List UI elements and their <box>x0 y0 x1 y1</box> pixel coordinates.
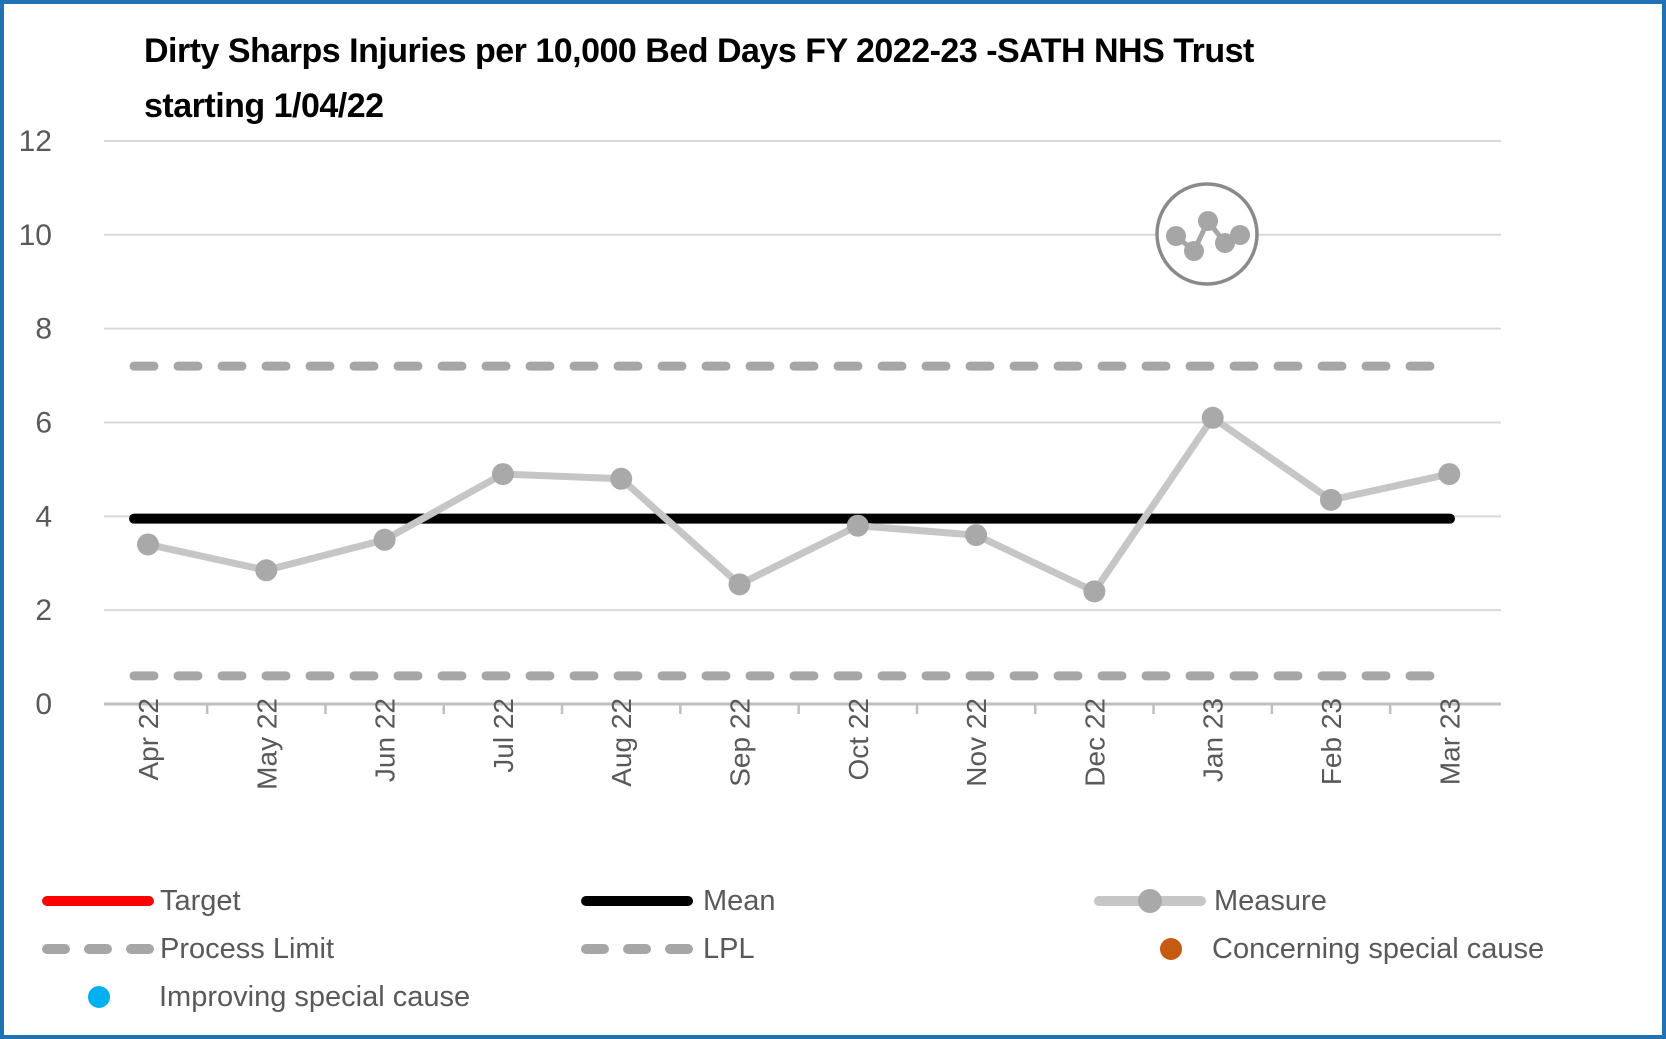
measure-point-Aug-22 <box>610 467 633 490</box>
measure-point-Mar-23 <box>1438 463 1461 486</box>
measure-line <box>144 414 1453 595</box>
x-tick-label-Sep-22: Sep 22 <box>725 698 756 787</box>
mean-line-swatch <box>581 896 693 906</box>
x-tick-label-Jan-23: Jan 23 <box>1198 698 1229 782</box>
variation-icon-dot <box>1230 225 1250 245</box>
y-tick-label-8: 8 <box>35 313 52 346</box>
y-tick-label-4: 4 <box>35 500 52 533</box>
legend-label-process-limit: Process Limit <box>160 933 335 965</box>
legend-item-concerning: Concerning special cause <box>1160 934 1544 964</box>
legend-label-lpl: LPL <box>703 933 755 965</box>
measure-point-Oct-22 <box>846 514 869 537</box>
y-tick-label-12: 12 <box>19 125 52 158</box>
chart-title-line-1: Dirty Sharps Injuries per 10,000 Bed Day… <box>144 32 1254 70</box>
legend-label-measure: Measure <box>1214 885 1327 917</box>
measure-point-Nov-22 <box>965 524 988 547</box>
legend-item-lpl: LPL <box>581 934 755 964</box>
measure-point-May-22 <box>255 559 278 582</box>
y-tick-label-0: 0 <box>35 688 52 721</box>
chart-title: Dirty Sharps Injuries per 10,000 Bed Day… <box>144 24 1474 134</box>
variation-icon-dot <box>1184 241 1204 261</box>
chart-title-line-2: starting 1/04/22 <box>144 87 384 125</box>
variation-icon-dot <box>1198 211 1218 231</box>
measure-point-Apr-22 <box>137 533 159 556</box>
legend-item-process-limit: Process Limit <box>42 934 334 964</box>
x-tick-label-May-22: May 22 <box>251 698 282 790</box>
x-tick-label-Dec-22: Dec 22 <box>1079 698 1110 787</box>
legend-label-improving: Improving special cause <box>159 981 471 1013</box>
measure-point-Jun-22 <box>373 528 396 551</box>
spc-chart-canvas: 0 2 4 6 8 10 12 Apr 22 May 22 Jun 22 Jul 22 Aug 22 S… <box>19 125 1501 790</box>
x-tick-label-Feb-23: Feb 23 <box>1316 698 1347 785</box>
variation-icon-dot <box>1166 226 1186 246</box>
measure-point-Sep-22 <box>728 573 751 596</box>
x-tick-label-Apr-22: Apr 22 <box>133 698 164 781</box>
legend-label-concerning: Concerning special cause <box>1212 933 1545 965</box>
improving-special-cause-dot-icon <box>88 986 110 1008</box>
legend-label-mean: Mean <box>703 885 776 917</box>
legend-item-measure: Measure <box>1094 886 1327 916</box>
measure-point-Jul-22 <box>491 463 514 486</box>
measure-point-Jan-23 <box>1201 406 1224 429</box>
y-tick-label-6: 6 <box>35 406 52 439</box>
target-line-swatch <box>42 896 154 906</box>
measure-point-Dec-22 <box>1083 580 1106 603</box>
x-tick-label-Jul-22: Jul 22 <box>488 698 519 773</box>
legend-label-target: Target <box>160 885 241 917</box>
x-tick-label-Oct-22: Oct 22 <box>843 698 874 780</box>
x-tick-label-Jun-22: Jun 22 <box>370 698 401 782</box>
y-tick-label-10: 10 <box>19 219 52 252</box>
x-tick-label-Aug-22: Aug 22 <box>606 698 637 787</box>
measure-point-Feb-23 <box>1320 488 1342 511</box>
measure-swatch-marker <box>1138 889 1162 913</box>
variation-icon-dot <box>1215 233 1235 253</box>
legend-item-target: Target <box>42 886 241 916</box>
legend-item-mean: Mean <box>581 886 776 916</box>
y-tick-label-2: 2 <box>35 594 52 627</box>
concerning-special-cause-dot-icon <box>1160 938 1182 960</box>
common-cause-variation-icon <box>1155 182 1259 286</box>
x-tick-label-Nov-22: Nov 22 <box>961 698 992 787</box>
legend-item-improving: Improving special cause <box>88 982 470 1012</box>
x-tick-label-Mar-23: Mar 23 <box>1434 698 1465 785</box>
lpl-swatch <box>581 944 693 954</box>
measure-line-swatch <box>1094 889 1206 913</box>
process-limit-swatch <box>42 944 154 954</box>
